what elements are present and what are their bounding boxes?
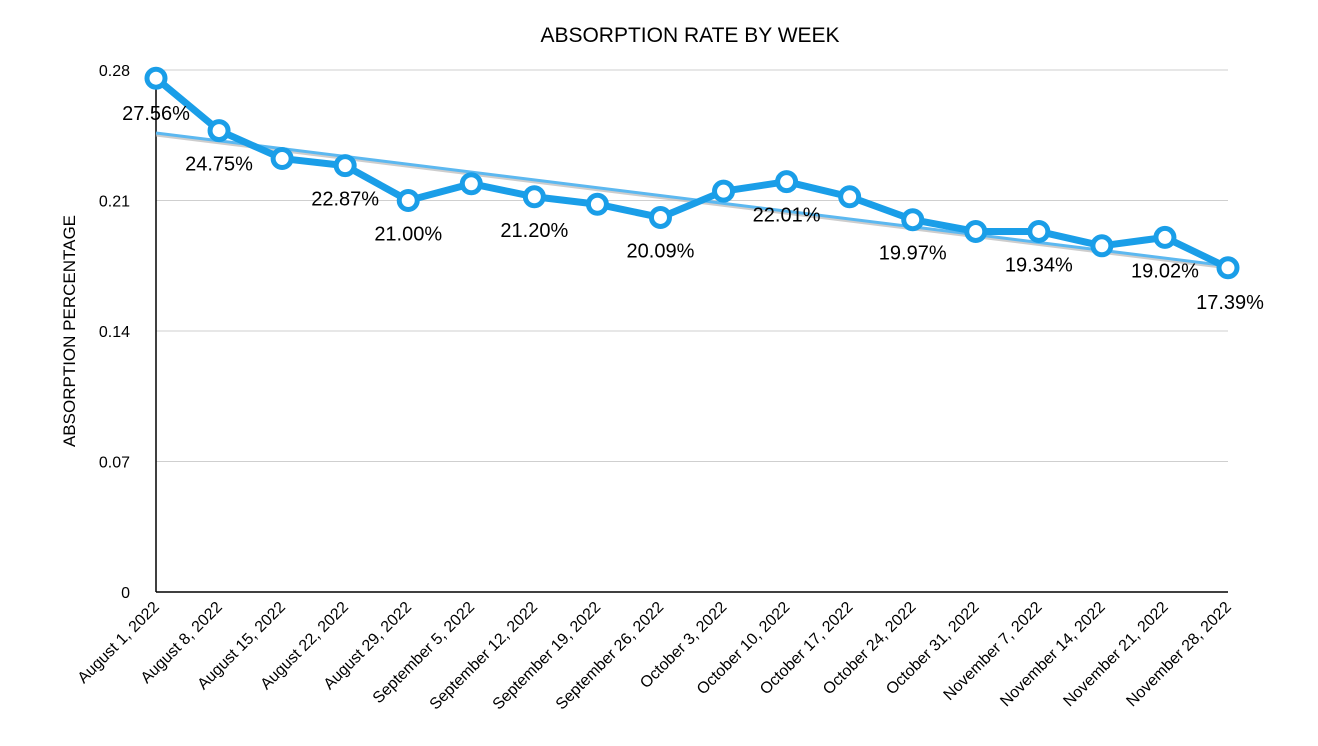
data-label: 22.87%	[311, 189, 379, 211]
trendline-line	[155, 131, 1229, 268]
data-point	[648, 205, 672, 229]
x-tick-label: September 12, 2022	[427, 599, 542, 714]
x-tick-label: September 26, 2022	[553, 599, 668, 714]
data-point	[901, 208, 925, 232]
data-points	[144, 66, 1240, 280]
chart-title: ABSORPTION RATE BY WEEK	[540, 24, 839, 47]
series-polyline	[152, 74, 1232, 272]
data-point	[522, 185, 546, 209]
data-label: 22.01%	[753, 205, 821, 227]
data-label: 19.02%	[1131, 260, 1199, 282]
data-point	[1216, 256, 1240, 280]
data-label: 21.00%	[374, 224, 442, 246]
data-point	[964, 219, 988, 243]
data-label: 17.39%	[1196, 292, 1264, 314]
data-labels: 27.56% 24.75% 22.87% 21.00% 21.20% 20.09% 22.0…	[122, 103, 1264, 314]
axes	[155, 70, 1228, 593]
data-point	[838, 185, 862, 209]
data-label: 21.20%	[500, 220, 568, 242]
x-tick-label: September 19, 2022	[490, 599, 605, 714]
y-axis-label: ABSORPTION PERCENTAGE	[60, 215, 79, 447]
data-point	[712, 179, 736, 203]
x-tick-label: November 14, 2022	[997, 599, 1108, 710]
x-tick-label: November 28, 2022	[1123, 599, 1234, 710]
data-label: 20.09%	[627, 240, 695, 262]
data-point	[396, 189, 420, 212]
data-label: 27.56%	[122, 103, 190, 125]
y-tick-label: 0	[121, 585, 130, 602]
data-point	[459, 172, 483, 196]
data-label: 19.97%	[879, 243, 947, 265]
y-tick-label: 0.21	[99, 194, 130, 211]
data-label: 24.75%	[185, 154, 253, 176]
y-tick-label: 0.07	[99, 455, 130, 472]
data-point	[1153, 225, 1177, 249]
data-point	[585, 192, 609, 216]
x-tick-label: November 21, 2022	[1060, 599, 1171, 710]
data-point	[144, 66, 168, 90]
y-tick-label: 0.14	[99, 324, 130, 341]
series-line	[152, 74, 1232, 272]
data-point	[1027, 219, 1051, 243]
data-point	[333, 154, 357, 178]
data-label: 19.34%	[1005, 254, 1073, 276]
data-point	[775, 170, 799, 194]
data-point	[207, 119, 231, 143]
data-point	[270, 147, 294, 171]
data-point	[1090, 234, 1114, 258]
y-tick-labels: 0 0.07 0.14 0.21 0.28	[99, 63, 130, 602]
y-tick-label: 0.28	[99, 63, 130, 80]
